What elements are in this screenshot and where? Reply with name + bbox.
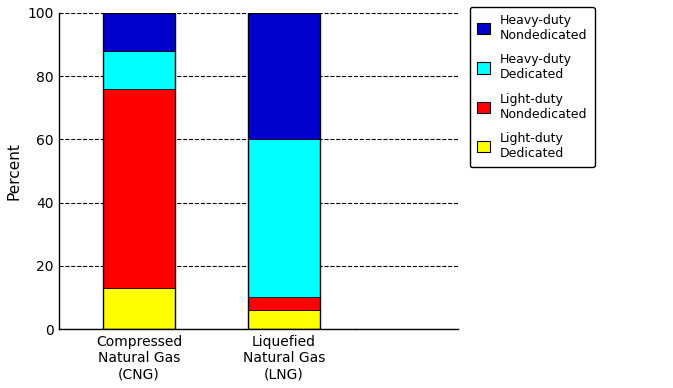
Y-axis label: Percent: Percent: [7, 142, 22, 200]
Bar: [248, 310, 320, 329]
Bar: [103, 13, 175, 51]
Bar: [103, 288, 175, 329]
Bar: [103, 13, 175, 329]
Bar: [248, 139, 320, 298]
Bar: [103, 51, 175, 89]
Bar: [248, 298, 320, 310]
Bar: [103, 89, 175, 288]
Bar: [248, 13, 320, 329]
Legend: Heavy-duty
Nondedicated, Heavy-duty
Dedicated, Light-duty
Nondedicated, Light-du: Heavy-duty Nondedicated, Heavy-duty Dedi…: [470, 7, 594, 167]
Bar: [248, 13, 320, 139]
